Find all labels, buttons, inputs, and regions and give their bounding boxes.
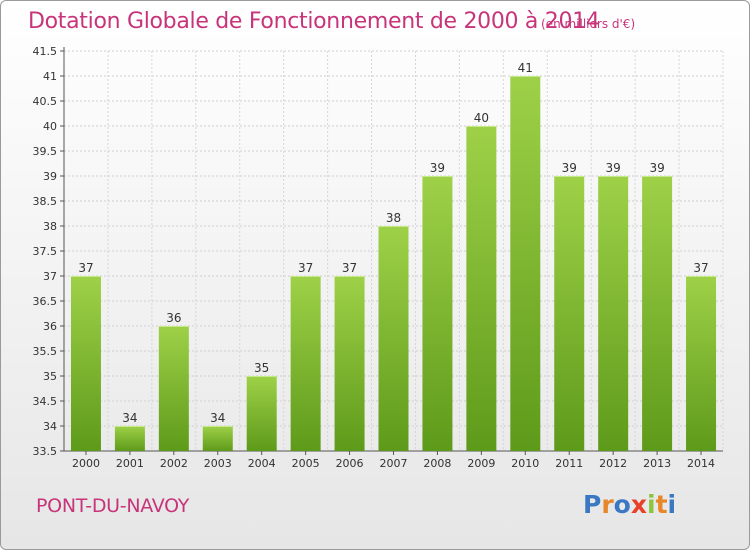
bar: [70, 276, 101, 451]
bar: [334, 276, 365, 451]
data-label: 34: [210, 411, 225, 425]
chart-title: Dotation Globale de Fonctionnement de 20…: [28, 9, 600, 34]
bar: [510, 76, 541, 451]
data-label: 34: [122, 411, 137, 425]
x-tick-label: 2009: [467, 457, 495, 470]
x-tick-label: 2014: [687, 457, 715, 470]
y-tick-label: 40.5: [33, 95, 58, 108]
data-label: 39: [649, 161, 664, 175]
x-tick-label: 2010: [511, 457, 539, 470]
y-tick-label: 35: [43, 370, 57, 383]
bars: [70, 76, 717, 451]
data-label: 35: [254, 361, 269, 375]
y-tick-label: 37.5: [33, 245, 58, 258]
x-tick-label: 2005: [292, 457, 320, 470]
x-tick-label: 2011: [555, 457, 583, 470]
logo-letter: i: [667, 490, 677, 519]
y-tick-label: 38.5: [33, 195, 58, 208]
commune-name: PONT-DU-NAVOY: [36, 495, 190, 517]
bar: [422, 176, 453, 451]
tick-labels: 33.5 34 34.5 35 35.5 36 36.5 37 37.5 38 38.5 39 39.5…: [33, 45, 716, 470]
y-tick-label: 37: [43, 270, 57, 283]
x-tick-label: 2007: [380, 457, 408, 470]
y-tick-label: 33.5: [33, 445, 58, 458]
data-label: 39: [562, 161, 577, 175]
proxiti-logo[interactable]: Proxiti: [583, 490, 676, 519]
chart-subtitle: (en milliers d'€): [541, 17, 636, 31]
x-tick-label: 2013: [643, 457, 671, 470]
data-label: 36: [166, 311, 181, 325]
y-tick-label: 36: [43, 320, 57, 333]
y-tick-label: 34.5: [33, 395, 58, 408]
data-label: 38: [386, 211, 401, 225]
logo-letter: r: [601, 490, 614, 519]
bar: [378, 226, 409, 451]
y-tick-label: 39: [43, 170, 57, 183]
x-tick-label: 2006: [336, 457, 364, 470]
y-tick-label: 34: [43, 420, 57, 433]
data-label: 41: [518, 61, 533, 75]
x-tick-label: 2003: [204, 457, 232, 470]
y-tick-label: 38: [43, 220, 57, 233]
bar: [246, 376, 277, 451]
bar: [158, 326, 189, 451]
y-tick-label: 39.5: [33, 145, 58, 158]
data-label: 37: [298, 261, 313, 275]
x-tick-label: 2004: [248, 457, 276, 470]
logo-letter: P: [583, 490, 602, 519]
y-tick-label: 36.5: [33, 295, 58, 308]
bar: [290, 276, 321, 451]
bar: [114, 426, 145, 451]
bar: [202, 426, 233, 451]
data-label: 39: [430, 161, 445, 175]
data-label: 37: [342, 261, 357, 275]
data-labels: 37 34 36 34 35 37 37 38 39 40 41 39 39 39 37: [78, 61, 708, 425]
data-label: 37: [78, 261, 93, 275]
data-label: 40: [474, 111, 489, 125]
y-tick-label: 35.5: [33, 345, 58, 358]
y-tick-label: 41.5: [33, 45, 58, 58]
y-tick-label: 41: [43, 70, 57, 83]
logo-letter: o: [613, 490, 631, 519]
bar: [642, 176, 673, 451]
bar: [686, 276, 717, 451]
x-tick-label: 2001: [116, 457, 144, 470]
logo-letter: i: [647, 490, 656, 519]
x-tick-label: 2002: [160, 457, 188, 470]
x-tick-label: 2012: [599, 457, 627, 470]
y-tick-label: 40: [43, 120, 57, 133]
data-label: 37: [693, 261, 708, 275]
x-tick-label: 2000: [72, 457, 100, 470]
data-label: 39: [606, 161, 621, 175]
bar: [598, 176, 629, 451]
bar: [466, 126, 497, 451]
logo-letter: x: [630, 490, 647, 519]
bar: [554, 176, 585, 451]
x-tick-label: 2008: [423, 457, 451, 470]
logo-letter: t: [655, 490, 668, 519]
